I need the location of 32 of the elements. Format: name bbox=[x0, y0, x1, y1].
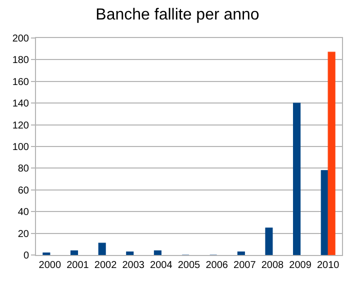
x-tick-label: 2006 bbox=[206, 260, 228, 271]
y-tick-label: 120 bbox=[12, 120, 30, 132]
x-tick-label: 2003 bbox=[122, 260, 145, 271]
bar bbox=[154, 250, 162, 255]
bar bbox=[70, 250, 78, 255]
x-tick-label: 2002 bbox=[94, 260, 118, 271]
bar bbox=[293, 102, 301, 255]
bar bbox=[98, 242, 106, 255]
y-tick-label: 20 bbox=[18, 228, 30, 240]
x-tick-label: 2009 bbox=[289, 260, 312, 271]
chart-title: Banche fallite per anno bbox=[96, 6, 260, 24]
y-tick-label: 180 bbox=[12, 55, 30, 66]
y-tick-label: 160 bbox=[12, 76, 30, 88]
x-tick-label: 2010 bbox=[316, 260, 340, 271]
bar bbox=[265, 228, 273, 255]
bar bbox=[328, 52, 336, 255]
x-tick-label: 2008 bbox=[261, 260, 284, 271]
y-tick-label: 60 bbox=[18, 185, 30, 196]
y-tick-label: 40 bbox=[18, 207, 30, 218]
y-tick-label: 140 bbox=[12, 98, 30, 110]
y-tick-label: 100 bbox=[12, 142, 30, 153]
bar bbox=[126, 251, 134, 255]
x-tick-label: 2005 bbox=[178, 260, 201, 271]
y-tick-label: 0 bbox=[23, 250, 30, 262]
y-tick-label: 200 bbox=[12, 34, 30, 44]
x-tick-label: 2000 bbox=[38, 260, 62, 271]
bar bbox=[237, 251, 245, 255]
x-tick-label: 2001 bbox=[66, 260, 90, 271]
bar bbox=[320, 170, 328, 255]
x-tick-label: 2004 bbox=[150, 260, 173, 271]
y-tick-label: 80 bbox=[18, 164, 30, 175]
x-tick-label: 2007 bbox=[234, 260, 256, 271]
